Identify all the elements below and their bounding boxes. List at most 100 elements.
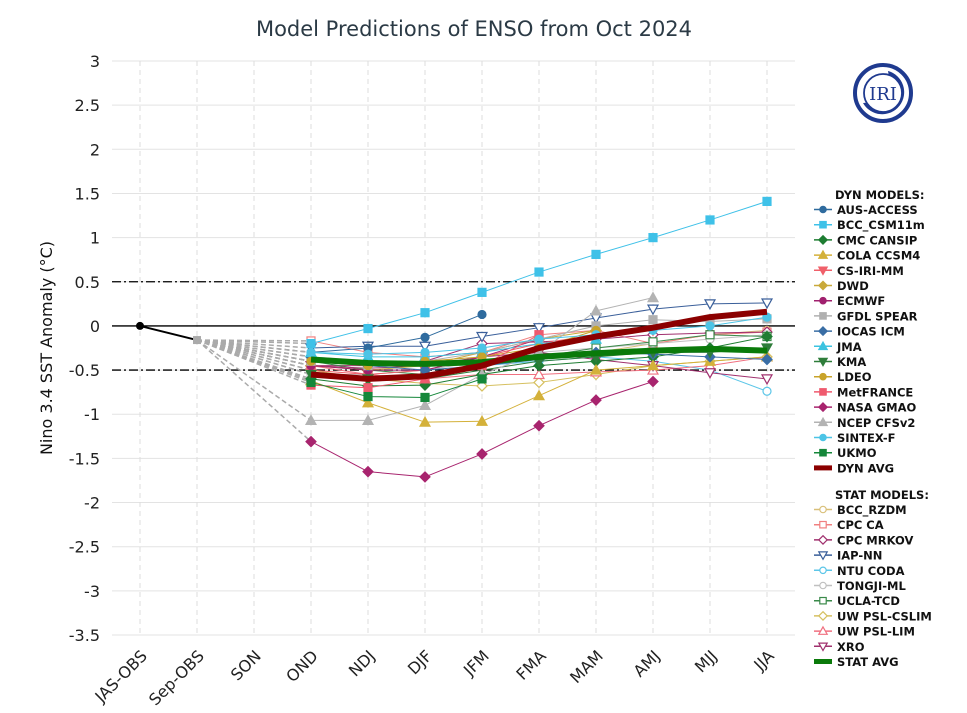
legend-marker [819, 596, 827, 605]
legend-label: NCEP CFSv2 [837, 416, 915, 430]
y-tick-label: -0.5 [69, 361, 100, 380]
legend-item: NTU CODA [814, 564, 905, 578]
series-line [310, 378, 483, 398]
y-tick-label: -3 [84, 582, 100, 601]
series-line [310, 345, 768, 367]
legend-item: UW PSL-LIM [814, 625, 915, 639]
legend-label: STAT AVG [837, 655, 899, 669]
series-line [310, 338, 597, 358]
data-point [418, 415, 432, 427]
data-point [361, 414, 375, 426]
data-point [420, 347, 430, 358]
legend-label: CMC CANSIP [837, 233, 917, 247]
x-tick-label: OND [282, 646, 322, 686]
data-point [475, 415, 489, 426]
legend-item: CS-IRI-MM [814, 264, 904, 278]
legend-label: UW PSL-CSLIM [837, 609, 932, 623]
y-tick-label: 1.5 [75, 184, 100, 203]
legend-marker [817, 280, 829, 291]
x-tick-label: JJA [749, 646, 777, 674]
legend-label: GFDL SPEAR [837, 309, 918, 323]
series-bcc-csm11m [306, 196, 772, 349]
data-point [363, 391, 373, 402]
data-point [420, 392, 430, 403]
legend-item: ECMWF [814, 294, 885, 308]
y-tick-label: -1.5 [69, 449, 100, 468]
legend-item: GFDL SPEAR [814, 309, 918, 323]
series-dyn-avg [310, 308, 768, 382]
legend-marker [817, 357, 829, 367]
legend-item: IAP-NN [814, 549, 882, 563]
legend-marker [819, 448, 827, 457]
legend-marker [817, 416, 829, 427]
legend-item: CPC CA [814, 518, 884, 532]
observed-point [136, 321, 144, 330]
legend-label: KMA [837, 355, 866, 369]
legend-marker [819, 372, 827, 381]
x-tick-label: Sep-OBS [145, 646, 208, 709]
legend-item: BCC_RZDM [814, 503, 907, 518]
legend-label: UKMO [837, 446, 877, 460]
legend-marker [817, 642, 829, 652]
legend-marker [817, 610, 829, 621]
data-point [420, 332, 430, 343]
y-axis-label: Nino 3.4 SST Anomaly (°C) [37, 241, 56, 455]
data-point [477, 374, 487, 384]
legend-label: AUS-ACCESS [837, 203, 918, 217]
series-ukmo [306, 374, 487, 403]
legend-marker [817, 340, 829, 351]
data-point [647, 375, 659, 388]
legend-marker [817, 326, 829, 337]
data-point [589, 363, 603, 375]
data-point [363, 349, 373, 359]
legend-label: IOCAS ICM [837, 325, 905, 339]
data-point [418, 341, 432, 353]
legend-marker [817, 551, 829, 561]
y-tick-label: 1 [90, 229, 100, 248]
data-point [477, 287, 487, 297]
data-point [534, 334, 544, 344]
legend-swatch [814, 659, 832, 664]
legend-label: NASA GMAO [837, 401, 916, 415]
logo-text: IRI [869, 84, 897, 105]
legend-label: MetFRANCE [837, 385, 913, 399]
y-tick-label: -2 [84, 494, 100, 513]
legend-marker [819, 581, 827, 590]
data-point [532, 323, 546, 334]
data-point [762, 196, 772, 207]
connector-line [196, 339, 312, 384]
legend-item: CPC MRKOV [814, 533, 913, 547]
legend-item: NCEP CFSv2 [814, 416, 915, 430]
legend-marker [819, 566, 827, 575]
data-point [363, 323, 373, 334]
data-point [361, 396, 375, 408]
y-tick-label: -1 [84, 405, 100, 424]
data-point [705, 215, 715, 225]
x-tick-label: JAS-OBS [91, 646, 151, 706]
legend-label: COLA CCSM4 [837, 249, 920, 263]
legend-marker [819, 205, 827, 214]
data-point [532, 389, 546, 401]
legend-item: STAT AVG [814, 655, 899, 669]
y-tick-label: 2 [90, 140, 100, 159]
legend-item: UKMO [814, 446, 877, 460]
legend-item: SINTEX-F [814, 431, 895, 445]
data-point [363, 383, 373, 393]
y-tick-label: 3 [90, 52, 100, 71]
legend-item: TONGJI-ML [814, 579, 906, 593]
data-point [306, 347, 316, 358]
legend-item: COLA CCSM4 [814, 249, 920, 263]
legend-label: CPC MRKOV [837, 533, 913, 547]
data-point [648, 337, 658, 347]
legend-label: DYN AVG [837, 461, 894, 475]
data-point [477, 309, 487, 320]
observed-line [139, 324, 198, 342]
legend-marker [817, 402, 829, 413]
data-point [475, 331, 489, 343]
legend-item: DYN AVG [814, 461, 894, 475]
x-tick-label: SON [227, 646, 265, 684]
x-tick-label: DJF [404, 646, 436, 678]
data-point [304, 414, 318, 426]
data-point [646, 359, 660, 371]
